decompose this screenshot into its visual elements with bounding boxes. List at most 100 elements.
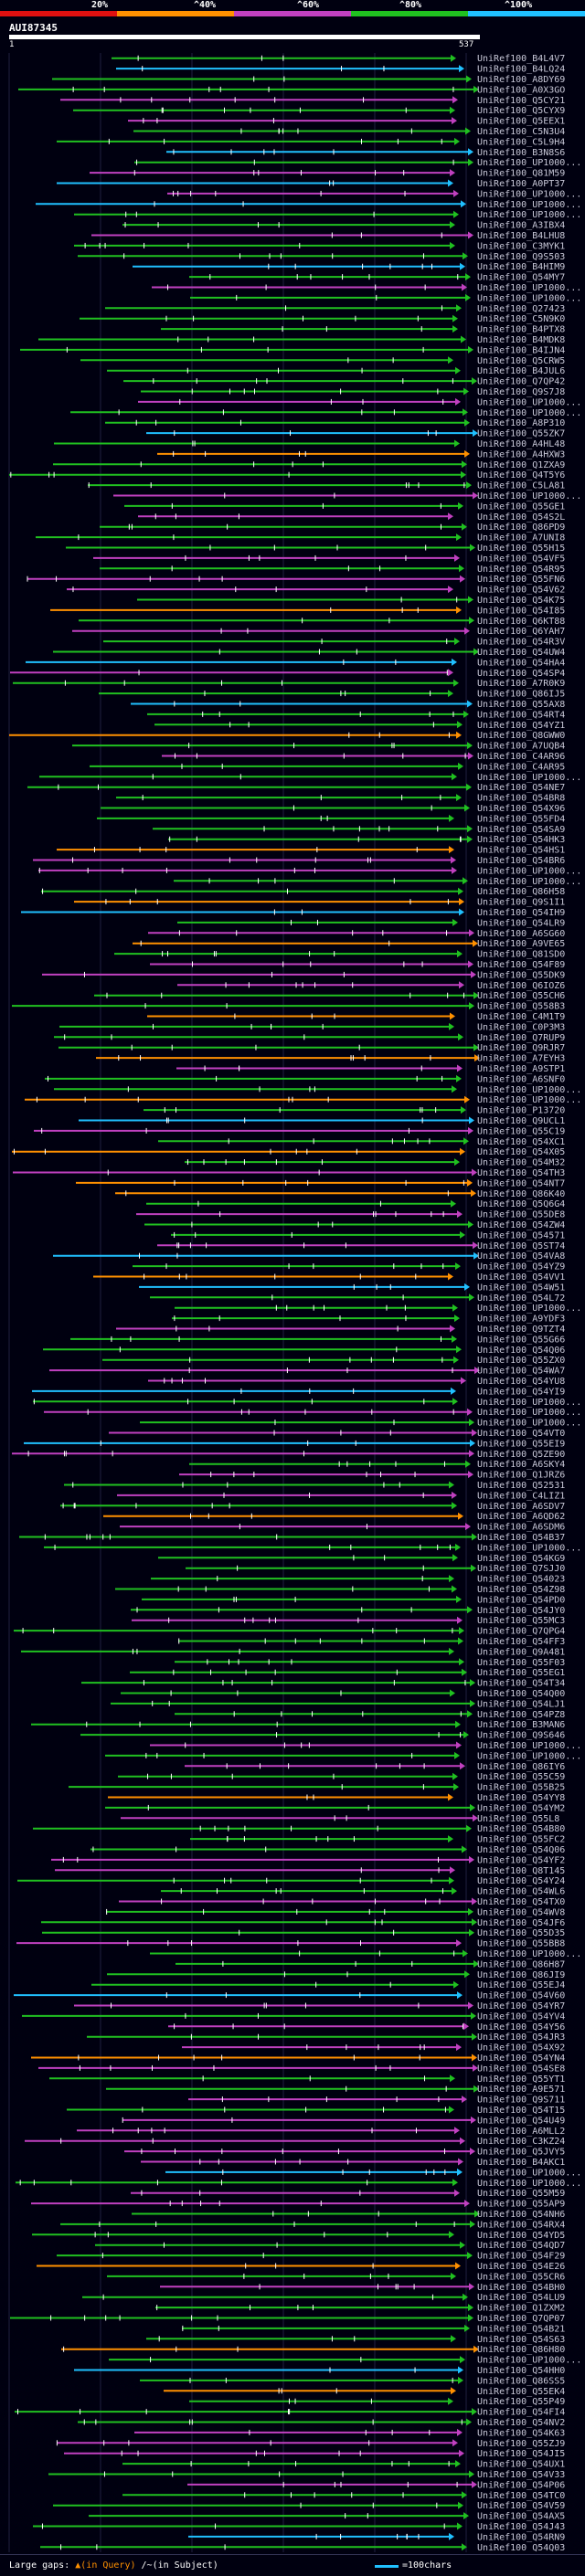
- hit-label[interactable]: UniRef100_Q54TH3: [477, 1168, 565, 1178]
- hit-label[interactable]: UniRef100_Q54Q03: [477, 2543, 565, 2552]
- hit-label[interactable]: UniRef100_Q55EJ4: [477, 1980, 565, 1990]
- hit-label[interactable]: UniRef100_Q54ZW4: [477, 1220, 565, 1230]
- hit-label[interactable]: UniRef100_UP1000...: [477, 1543, 581, 1553]
- hit-label[interactable]: UniRef100_Q54B21: [477, 2324, 565, 2334]
- hit-label[interactable]: UniRef100_Q54L72: [477, 1293, 565, 1304]
- hit-label[interactable]: UniRef100_Q9UCL1: [477, 1116, 565, 1126]
- hit-label[interactable]: UniRef100_A6SKY4: [477, 1460, 565, 1470]
- hit-label[interactable]: UniRef100_Q55H15: [477, 544, 565, 554]
- hit-label[interactable]: UniRef100_B4IJN4: [477, 345, 565, 355]
- hit-label[interactable]: UniRef100_Q54YZ9: [477, 1262, 565, 1272]
- hit-label[interactable]: UniRef100_Q54K75: [477, 596, 565, 606]
- hit-label[interactable]: UniRef100_Q54JR3: [477, 2032, 565, 2043]
- hit-label[interactable]: UniRef100_Q54T34: [477, 1679, 565, 1689]
- hit-label[interactable]: UniRef100_Q5JVY5: [477, 2148, 565, 2158]
- hit-label[interactable]: UniRef100_Q5CRW5: [477, 356, 565, 366]
- hit-label[interactable]: UniRef100_C5LA81: [477, 481, 565, 491]
- hit-label[interactable]: UniRef100_Q55C19: [477, 1126, 565, 1136]
- hit-label[interactable]: UniRef100_Q55P49: [477, 2397, 565, 2407]
- hit-label[interactable]: UniRef100_Q9RJR7: [477, 1043, 565, 1053]
- hit-label[interactable]: UniRef100_UP1000...: [477, 210, 581, 220]
- hit-label[interactable]: UniRef100_B4L4V7: [477, 54, 565, 64]
- hit-label[interactable]: UniRef100_Q54Y56: [477, 2022, 565, 2032]
- hit-label[interactable]: UniRef100_UP1000...: [477, 200, 581, 210]
- hit-label[interactable]: UniRef100_Q54S2L: [477, 512, 565, 523]
- hit-label[interactable]: UniRef100_Q54BR8: [477, 794, 565, 804]
- hit-label[interactable]: UniRef100_B4JUL6: [477, 366, 565, 376]
- hit-label[interactable]: UniRef100_A9E571: [477, 2085, 565, 2095]
- hit-label[interactable]: UniRef100_Q54Q06: [477, 1346, 565, 1356]
- hit-label[interactable]: UniRef100_Q54K63: [477, 2428, 565, 2438]
- hit-label[interactable]: UniRef100_Q54YI9: [477, 1387, 565, 1397]
- hit-label[interactable]: UniRef100_Q54SP4: [477, 669, 565, 679]
- hit-label[interactable]: UniRef100_Q55D35: [477, 1928, 565, 1938]
- hit-label[interactable]: UniRef100_Q86H80: [477, 2345, 565, 2355]
- hit-label[interactable]: UniRef100_Q55B25: [477, 1783, 565, 1793]
- hit-label[interactable]: UniRef100_Q54FF3: [477, 1637, 565, 1647]
- hit-label[interactable]: UniRef100_C3KZ24: [477, 2137, 565, 2147]
- hit-label[interactable]: UniRef100_Q54JF6: [477, 1918, 565, 1928]
- hit-label[interactable]: UniRef100_Q54X96: [477, 804, 565, 814]
- hit-label[interactable]: UniRef100_UP1000...: [477, 1398, 581, 1408]
- hit-label[interactable]: UniRef100_A9YDF3: [477, 1314, 565, 1325]
- hit-label[interactable]: UniRef100_UP1000...: [477, 189, 581, 199]
- hit-label[interactable]: UniRef100_C0P3M3: [477, 1022, 565, 1032]
- hit-label[interactable]: UniRef100_A3IBX4: [477, 221, 565, 231]
- hit-label[interactable]: UniRef100_A9STP1: [477, 1064, 565, 1074]
- hit-label[interactable]: UniRef100_Q5EEX1: [477, 117, 565, 127]
- hit-label[interactable]: UniRef100_Q54AX5: [477, 2512, 565, 2522]
- hit-label[interactable]: UniRef100_Q9S711: [477, 2096, 565, 2106]
- hit-label[interactable]: UniRef100_Q55GE1: [477, 501, 565, 512]
- hit-label[interactable]: UniRef100_Q55FN6: [477, 575, 565, 585]
- hit-label[interactable]: UniRef100_UP1000...: [477, 408, 581, 418]
- hit-label[interactable]: UniRef100_Q54BH0: [477, 2283, 565, 2293]
- hit-label[interactable]: UniRef100_Q54QD7: [477, 2241, 565, 2251]
- hit-label[interactable]: UniRef100_UP1000...: [477, 2168, 581, 2178]
- hit-label[interactable]: UniRef100_Q54NV2: [477, 2418, 565, 2428]
- hit-label[interactable]: UniRef100_UP1000...: [477, 877, 581, 887]
- hit-label[interactable]: UniRef100_Q86SS5: [477, 2376, 565, 2386]
- hit-label[interactable]: UniRef100_Q54NH6: [477, 2210, 565, 2220]
- hit-label[interactable]: UniRef100_Q7SJJ0: [477, 1564, 565, 1574]
- hit-label[interactable]: UniRef100_Q9S1I1: [477, 898, 565, 908]
- hit-label[interactable]: UniRef100_A7EYH3: [477, 1054, 565, 1064]
- hit-label[interactable]: UniRef100_Q54HA4: [477, 658, 565, 668]
- hit-label[interactable]: UniRef100_Q54NE7: [477, 783, 565, 793]
- hit-label[interactable]: UniRef100_Q54YD5: [477, 2231, 565, 2241]
- hit-label[interactable]: UniRef100_Q54IH9: [477, 908, 565, 918]
- hit-label[interactable]: UniRef100_B3MAN6: [477, 1720, 565, 1730]
- hit-label[interactable]: UniRef100_UP1000...: [477, 1419, 581, 1429]
- hit-label[interactable]: UniRef100_UP1000...: [477, 1304, 581, 1314]
- hit-label[interactable]: UniRef100_Q81SD0: [477, 950, 565, 960]
- hit-label[interactable]: UniRef100_C3MYK1: [477, 241, 565, 251]
- hit-label[interactable]: UniRef100_Q55C59: [477, 1772, 565, 1782]
- hit-label[interactable]: UniRef100_Q54UX1: [477, 2460, 565, 2470]
- hit-label[interactable]: UniRef100_A6QD62: [477, 1512, 565, 1522]
- hit-label[interactable]: UniRef100_Q9S503: [477, 252, 565, 262]
- hit-label[interactable]: UniRef100_Q558B3: [477, 1002, 565, 1012]
- hit-label[interactable]: UniRef100_B4AKC1: [477, 2158, 565, 2168]
- hit-label[interactable]: UniRef100_Q86IJ5: [477, 690, 565, 700]
- hit-label[interactable]: UniRef100_Q55M59: [477, 2189, 565, 2199]
- hit-label[interactable]: UniRef100_Q27423: [477, 304, 565, 314]
- hit-label[interactable]: UniRef100_UP1000...: [477, 1408, 581, 1418]
- hit-label[interactable]: UniRef100_Q54YZ1: [477, 721, 565, 731]
- hit-label[interactable]: UniRef100_A6MLL2: [477, 2127, 565, 2137]
- hit-label[interactable]: UniRef100_Q54FI4: [477, 2408, 565, 2418]
- hit-label[interactable]: UniRef100_Q54RT4: [477, 710, 565, 720]
- hit-label[interactable]: UniRef100_Q54M32: [477, 1158, 565, 1168]
- hit-label[interactable]: UniRef100_Q54WA7: [477, 1367, 565, 1377]
- hit-label[interactable]: UniRef100_UP1000...: [477, 397, 581, 407]
- hit-label[interactable]: UniRef100_Q55ZK7: [477, 429, 565, 439]
- hit-label[interactable]: UniRef100_Q8GWW0: [477, 731, 565, 741]
- hit-label[interactable]: UniRef100_UP1000...: [477, 1949, 581, 1959]
- hit-label[interactable]: UniRef100_Q54571: [477, 1230, 565, 1240]
- hit-label[interactable]: UniRef100_Q54YU8: [477, 1377, 565, 1387]
- hit-label[interactable]: UniRef100_Q6IOZ6: [477, 981, 565, 991]
- hit-label[interactable]: UniRef100_Q54HK3: [477, 835, 565, 845]
- hit-label[interactable]: UniRef100_Q54V62: [477, 586, 565, 596]
- hit-label[interactable]: UniRef100_Q55DK9: [477, 970, 565, 980]
- hit-label[interactable]: UniRef100_Q54VT0: [477, 1429, 565, 1439]
- hit-label[interactable]: UniRef100_Q54F29: [477, 2252, 565, 2262]
- hit-label[interactable]: UniRef100_Q55EI9: [477, 1439, 565, 1449]
